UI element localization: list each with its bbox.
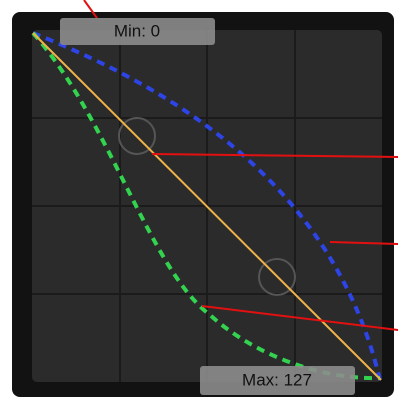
pointer-line — [201, 305, 398, 331]
pointer-line — [151, 153, 398, 158]
min-label: Min: 0 — [114, 21, 160, 40]
pointers — [83, 0, 398, 331]
control-handle[interactable] — [118, 117, 156, 155]
control-handle[interactable] — [258, 258, 296, 296]
max-label-box — [200, 366, 355, 395]
green-curve — [31, 31, 381, 381]
min-label-box — [60, 18, 215, 45]
linear-line — [32, 32, 382, 381]
max-label: Max: 127 — [242, 370, 312, 389]
pointer-line — [329, 241, 398, 245]
pointer-line — [83, 0, 98, 19]
blue-curve — [32, 31, 382, 381]
